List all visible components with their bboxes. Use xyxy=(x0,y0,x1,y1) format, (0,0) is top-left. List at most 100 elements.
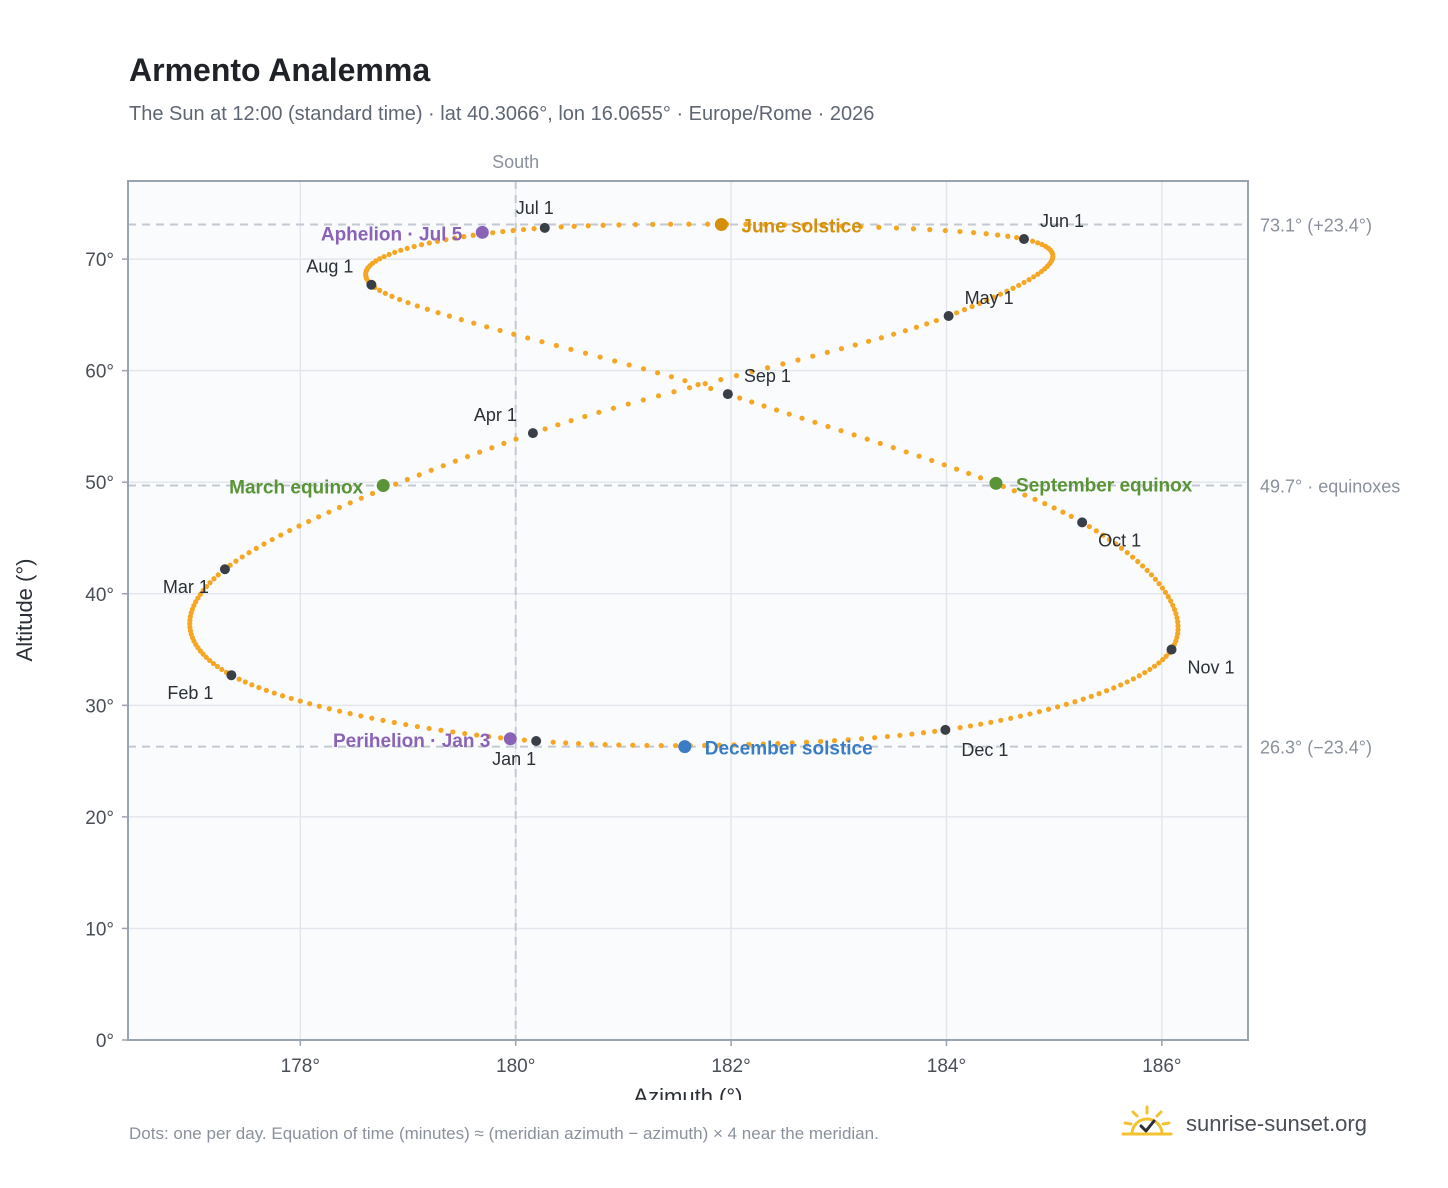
reference-line-label: 49.7° · equinoxes xyxy=(1260,477,1400,497)
month-marker-dot xyxy=(531,736,542,747)
daily-sun-dot xyxy=(865,338,872,344)
analemma-chart: South 73.1° (+23.4°) 49.7° · equinoxes 26.3… xyxy=(12,152,1400,1100)
daily-sun-dot xyxy=(452,458,458,464)
daily-sun-dot xyxy=(542,426,548,432)
daily-sun-dot xyxy=(242,679,248,685)
daily-sun-dot xyxy=(953,466,960,472)
daily-sun-dot xyxy=(358,495,364,501)
month-marker-dot xyxy=(1166,644,1177,655)
event-marker-label: Perihelion · Jan 3 xyxy=(333,731,490,752)
daily-sun-dot xyxy=(200,587,206,594)
daily-sun-dot xyxy=(640,397,646,403)
daily-sun-dot xyxy=(671,389,677,395)
daily-sun-dot xyxy=(424,306,430,312)
daily-sun-dot xyxy=(414,303,420,309)
daily-sun-dot xyxy=(477,449,483,455)
event-marker-dot xyxy=(376,479,390,493)
brand-name: sunrise-sunset.org xyxy=(1186,1111,1367,1136)
daily-sun-dot xyxy=(890,445,896,451)
daily-sun-dot xyxy=(909,731,915,737)
daily-sun-dot xyxy=(1151,663,1158,669)
daily-sun-dot xyxy=(271,690,277,696)
daily-sun-dot xyxy=(818,738,824,745)
daily-sun-dot xyxy=(1135,558,1141,565)
daily-sun-dot xyxy=(978,721,984,727)
daily-sun-dot xyxy=(521,737,527,743)
daily-sun-dot xyxy=(369,715,375,721)
daily-sun-dot xyxy=(1027,711,1033,717)
daily-sun-dot xyxy=(253,545,259,551)
daily-sun-dot xyxy=(404,476,410,483)
event-marker-label: December solstice xyxy=(705,739,873,760)
daily-sun-dot xyxy=(625,401,631,407)
daily-sun-dot xyxy=(920,730,927,736)
daily-sun-dot xyxy=(405,300,411,306)
month-marker-dot xyxy=(943,310,954,321)
daily-sun-dot xyxy=(497,327,503,334)
daily-sun-dot xyxy=(326,509,332,515)
daily-sun-dot xyxy=(1100,532,1106,538)
daily-sun-dot xyxy=(1124,679,1130,685)
daily-sun-dot xyxy=(686,221,692,227)
daily-sun-dot xyxy=(780,361,786,367)
chart-footnote: Dots: one per day. Equation of time (min… xyxy=(129,1124,879,1143)
daily-sun-dot xyxy=(1017,713,1023,719)
daily-sun-dot xyxy=(239,554,245,560)
daily-sun-dot xyxy=(219,666,225,673)
daily-sun-dot xyxy=(737,395,743,401)
daily-sun-dot xyxy=(416,472,422,478)
daily-sun-dot xyxy=(773,407,780,413)
daily-sun-dot xyxy=(1008,715,1014,721)
daily-sun-dot xyxy=(933,317,939,324)
daily-sun-dot xyxy=(1113,541,1119,547)
daily-sun-dot xyxy=(471,320,477,326)
daily-sun-dot xyxy=(396,296,403,303)
daily-sun-dot xyxy=(612,358,618,364)
x-tick-label: 186° xyxy=(1142,1056,1181,1077)
daily-sun-dot xyxy=(1118,682,1124,688)
daily-sun-dot xyxy=(568,418,574,424)
daily-sun-dot xyxy=(891,331,897,337)
daily-sun-dot xyxy=(1022,492,1028,498)
x-tick-label: 184° xyxy=(927,1056,966,1077)
daily-sun-dot xyxy=(307,701,313,707)
daily-sun-dot xyxy=(1140,563,1146,569)
daily-sun-dot xyxy=(531,226,537,232)
daily-sun-dot xyxy=(1029,238,1036,244)
daily-sun-dot xyxy=(490,230,496,236)
daily-sun-dot xyxy=(864,436,870,442)
daily-sun-dot xyxy=(316,703,322,709)
daily-sun-dot xyxy=(486,733,492,740)
daily-sun-dot xyxy=(336,708,343,714)
daily-sun-dot xyxy=(288,695,294,702)
daily-sun-dot xyxy=(1130,554,1136,560)
daily-sun-dot xyxy=(589,741,595,747)
daily-sun-dot xyxy=(743,221,749,227)
daily-sun-dot xyxy=(568,346,574,352)
daily-sun-dot xyxy=(197,591,203,597)
daily-sun-dot xyxy=(1045,706,1052,712)
event-marker-label: June solstice xyxy=(741,217,861,238)
daily-sun-dot xyxy=(278,532,284,538)
month-marker-label: Apr 1 xyxy=(474,405,517,425)
daily-sun-dot xyxy=(761,403,767,409)
daily-sun-dot xyxy=(539,339,545,345)
y-tick-label: 0° xyxy=(96,1031,114,1052)
reference-line-label: 73.1° (+23.4°) xyxy=(1260,216,1372,236)
daily-sun-dot xyxy=(195,595,201,601)
daily-sun-dot xyxy=(392,249,398,255)
daily-sun-dot xyxy=(211,576,217,582)
daily-sun-dot xyxy=(616,742,622,748)
daily-sun-dot xyxy=(582,413,588,420)
daily-sun-dot xyxy=(525,335,531,341)
daily-sun-dot xyxy=(970,230,977,236)
x-axis-title: Azimuth (°) xyxy=(633,1084,742,1100)
daily-sun-dot xyxy=(1175,619,1181,625)
daily-sun-dot xyxy=(263,687,269,693)
daily-sun-dot xyxy=(884,733,891,740)
daily-sun-dot xyxy=(1160,657,1166,663)
daily-sun-dot xyxy=(812,419,818,425)
daily-sun-dot xyxy=(1086,523,1092,530)
daily-sun-dot xyxy=(1148,572,1155,578)
brand-logo[interactable]: sunrise-sunset.org xyxy=(1120,1104,1367,1144)
